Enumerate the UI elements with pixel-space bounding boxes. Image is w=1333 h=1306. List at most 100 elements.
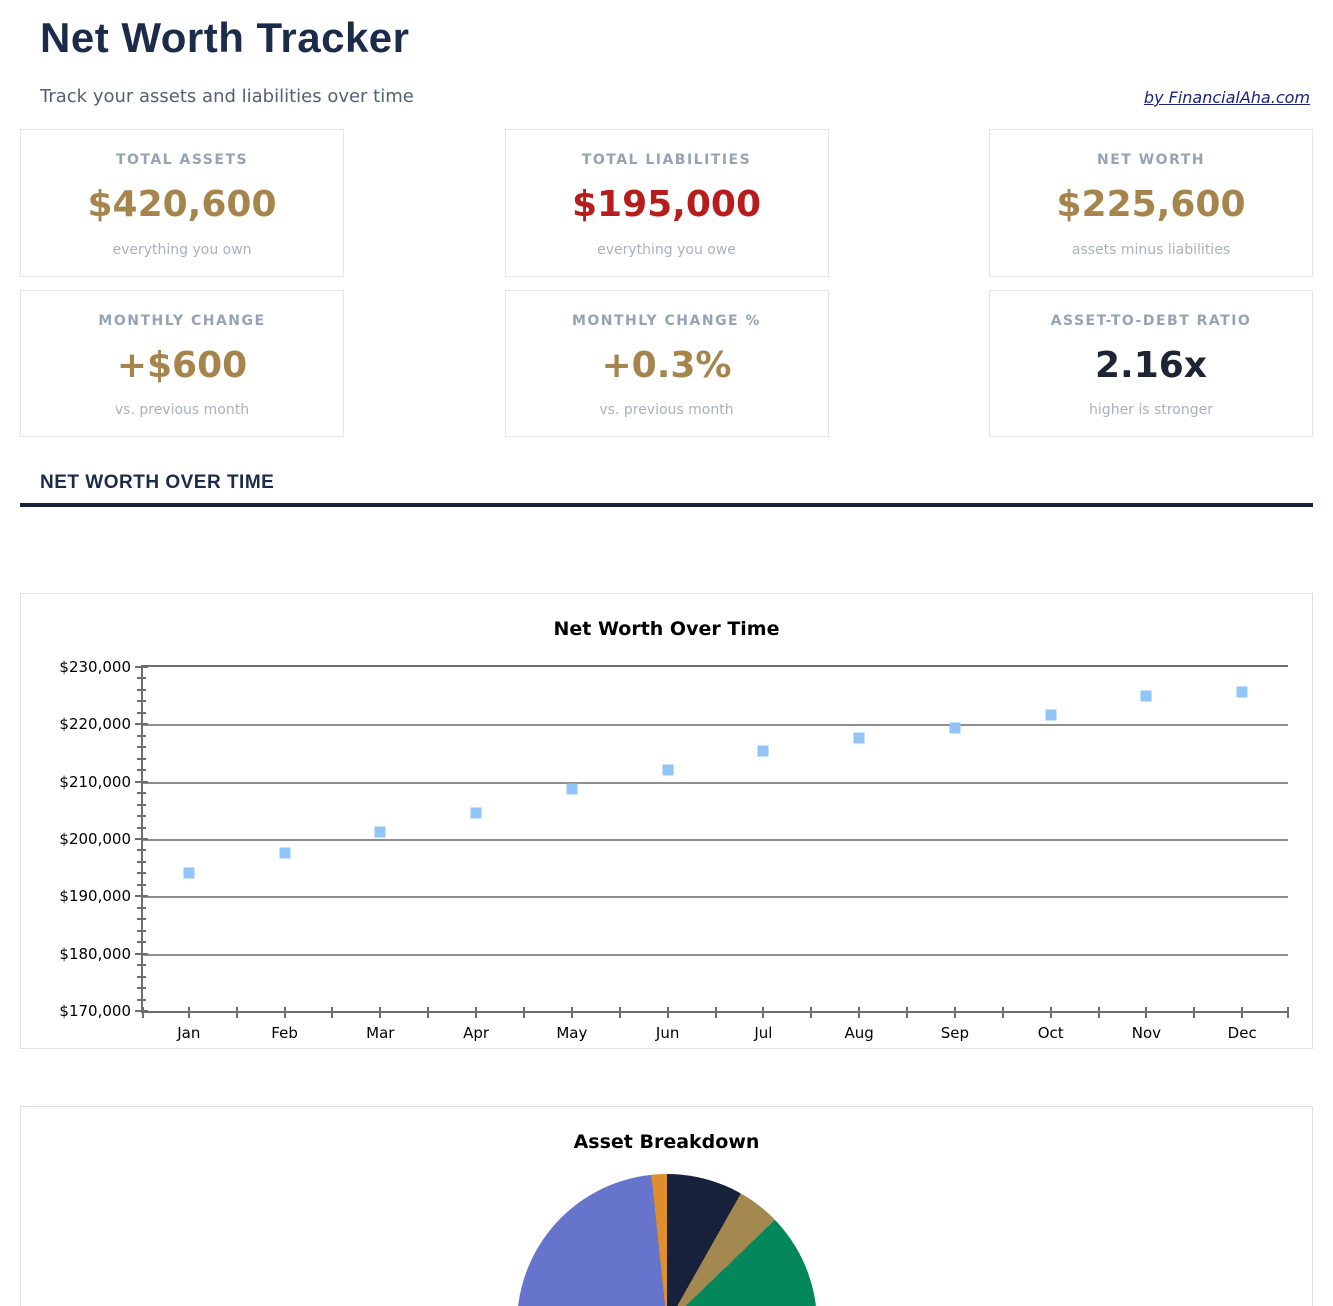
- x-axis-tick: [1049, 1007, 1052, 1018]
- y-axis-tick: [135, 780, 148, 783]
- stat-caption: vs. previous month: [114, 402, 250, 418]
- stat-value: $225,600: [1056, 184, 1246, 225]
- stat-card-total-assets: TOTAL ASSETS $420,600 everything you own: [20, 129, 344, 277]
- stat-label: ASSET-TO-DEBT RATIO: [1050, 313, 1252, 329]
- x-axis-label: Feb: [271, 1024, 298, 1042]
- x-axis-label: Jun: [655, 1024, 680, 1042]
- x-axis-tick: [762, 1007, 765, 1018]
- stat-card-asset-to-debt-ratio: ASSET-TO-DEBT RATIO 2.16x higher is stro…: [989, 290, 1313, 437]
- data-point-marker: [662, 764, 674, 776]
- asset-breakdown-card: Asset Breakdown: [20, 1106, 1313, 1306]
- x-axis-tick: [283, 1007, 286, 1018]
- scatter-chart-title: Net Worth Over Time: [553, 618, 780, 640]
- x-axis-tick: [570, 1007, 573, 1018]
- x-axis-tick: [522, 1007, 525, 1018]
- y-axis-tick: [137, 711, 146, 714]
- x-axis-tick: [1001, 1007, 1004, 1018]
- y-axis-tick: [135, 1010, 148, 1012]
- stat-label: TOTAL LIABILITIES: [581, 152, 752, 168]
- y-axis-label: $220,000: [59, 715, 131, 734]
- y-axis-label: $170,000: [59, 1002, 131, 1020]
- data-point-marker: [949, 722, 961, 734]
- y-axis-label: $230,000: [59, 658, 131, 676]
- x-axis-label: Mar: [366, 1024, 395, 1042]
- y-axis-tick: [137, 998, 146, 1001]
- y-axis-tick: [137, 792, 146, 795]
- y-axis-tick: [135, 666, 148, 668]
- stat-caption: assets minus liabilities: [1071, 242, 1231, 258]
- y-axis-tick: [135, 723, 148, 726]
- data-point-marker: [1140, 690, 1152, 702]
- stat-value: +$600: [116, 344, 248, 386]
- x-axis-tick: [1241, 1007, 1244, 1018]
- x-axis-tick: [906, 1007, 909, 1018]
- x-axis-label: Oct: [1037, 1024, 1064, 1042]
- y-axis-label: $190,000: [59, 887, 131, 906]
- pie-chart-title: Asset Breakdown: [573, 1131, 760, 1153]
- y-axis-tick: [137, 860, 146, 863]
- x-axis-label: Apr: [463, 1024, 490, 1042]
- x-axis-tick: [1145, 1007, 1148, 1018]
- x-axis-tick: [1193, 1007, 1196, 1018]
- y-axis-tick: [135, 952, 148, 955]
- y-axis-tick: [137, 987, 146, 990]
- x-axis-label: Jan: [177, 1024, 201, 1042]
- x-axis-label: May: [556, 1024, 588, 1042]
- y-axis-tick: [137, 883, 146, 886]
- stat-cards-row-2: MONTHLY CHANGE +$600 vs. previous month …: [0, 290, 1333, 437]
- gridline: [143, 839, 1288, 841]
- gridline: [143, 724, 1288, 727]
- stat-value: +0.3%: [601, 344, 732, 386]
- y-axis-tick: [135, 838, 148, 840]
- x-axis-tick: [235, 1007, 238, 1018]
- stat-caption: higher is stronger: [1089, 402, 1213, 418]
- stat-caption: everything you owe: [597, 242, 736, 258]
- page-subtitle: Track your assets and liabilities over t…: [40, 86, 414, 107]
- section-heading: NET WORTH OVER TIME: [40, 472, 275, 493]
- asset-breakdown-pie: [517, 1174, 817, 1306]
- y-axis-tick: [137, 815, 146, 818]
- y-axis-tick: [137, 918, 146, 921]
- x-axis-tick: [858, 1007, 861, 1018]
- x-axis-label: Aug: [844, 1024, 874, 1042]
- x-axis-tick: [187, 1007, 190, 1018]
- x-axis-tick: [953, 1007, 956, 1018]
- x-axis-label: Sep: [940, 1024, 970, 1042]
- stat-label: MONTHLY CHANGE %: [571, 313, 762, 329]
- y-axis-tick: [137, 872, 146, 875]
- x-axis-tick: [142, 1007, 144, 1018]
- data-point-marker: [374, 826, 386, 838]
- data-point-marker: [1236, 686, 1248, 698]
- y-axis-label: $200,000: [59, 830, 131, 848]
- y-axis-tick: [137, 688, 146, 691]
- y-axis-tick: [137, 849, 146, 852]
- gridline: [143, 953, 1288, 956]
- y-axis-tick: [137, 941, 146, 944]
- data-point-marker: [757, 745, 769, 757]
- y-axis-tick: [137, 700, 146, 703]
- stat-caption: vs. previous month: [599, 402, 734, 418]
- scatter-plot-area: $170,000 $180,000 $190,000 $200,000 $210,000…: [59, 658, 1289, 1042]
- x-axis-tick: [618, 1007, 621, 1018]
- data-point-marker: [279, 847, 291, 859]
- stat-card-monthly-change-pct: MONTHLY CHANGE % +0.3% vs. previous mont…: [504, 290, 829, 437]
- data-point-marker: [853, 732, 865, 744]
- x-axis-tick: [1097, 1007, 1100, 1018]
- x-axis-tick: [475, 1007, 478, 1018]
- attribution-link[interactable]: by FinancialAha.com: [1143, 88, 1310, 107]
- y-axis-tick: [137, 975, 146, 978]
- y-axis-tick: [137, 803, 146, 806]
- data-point-marker: [183, 867, 195, 879]
- stat-value: 2.16x: [1094, 344, 1208, 386]
- page-title: Net Worth Tracker: [40, 14, 410, 61]
- y-axis-label: $210,000: [59, 772, 131, 791]
- data-point-marker: [566, 783, 578, 795]
- x-axis-label: Nov: [1131, 1024, 1162, 1042]
- y-axis-tick: [137, 826, 146, 829]
- gridline: [143, 896, 1288, 899]
- x-axis-tick: [379, 1007, 382, 1018]
- stat-caption: everything you own: [112, 242, 252, 258]
- stat-label: TOTAL ASSETS: [115, 152, 249, 168]
- stat-label: NET WORTH: [1097, 152, 1205, 168]
